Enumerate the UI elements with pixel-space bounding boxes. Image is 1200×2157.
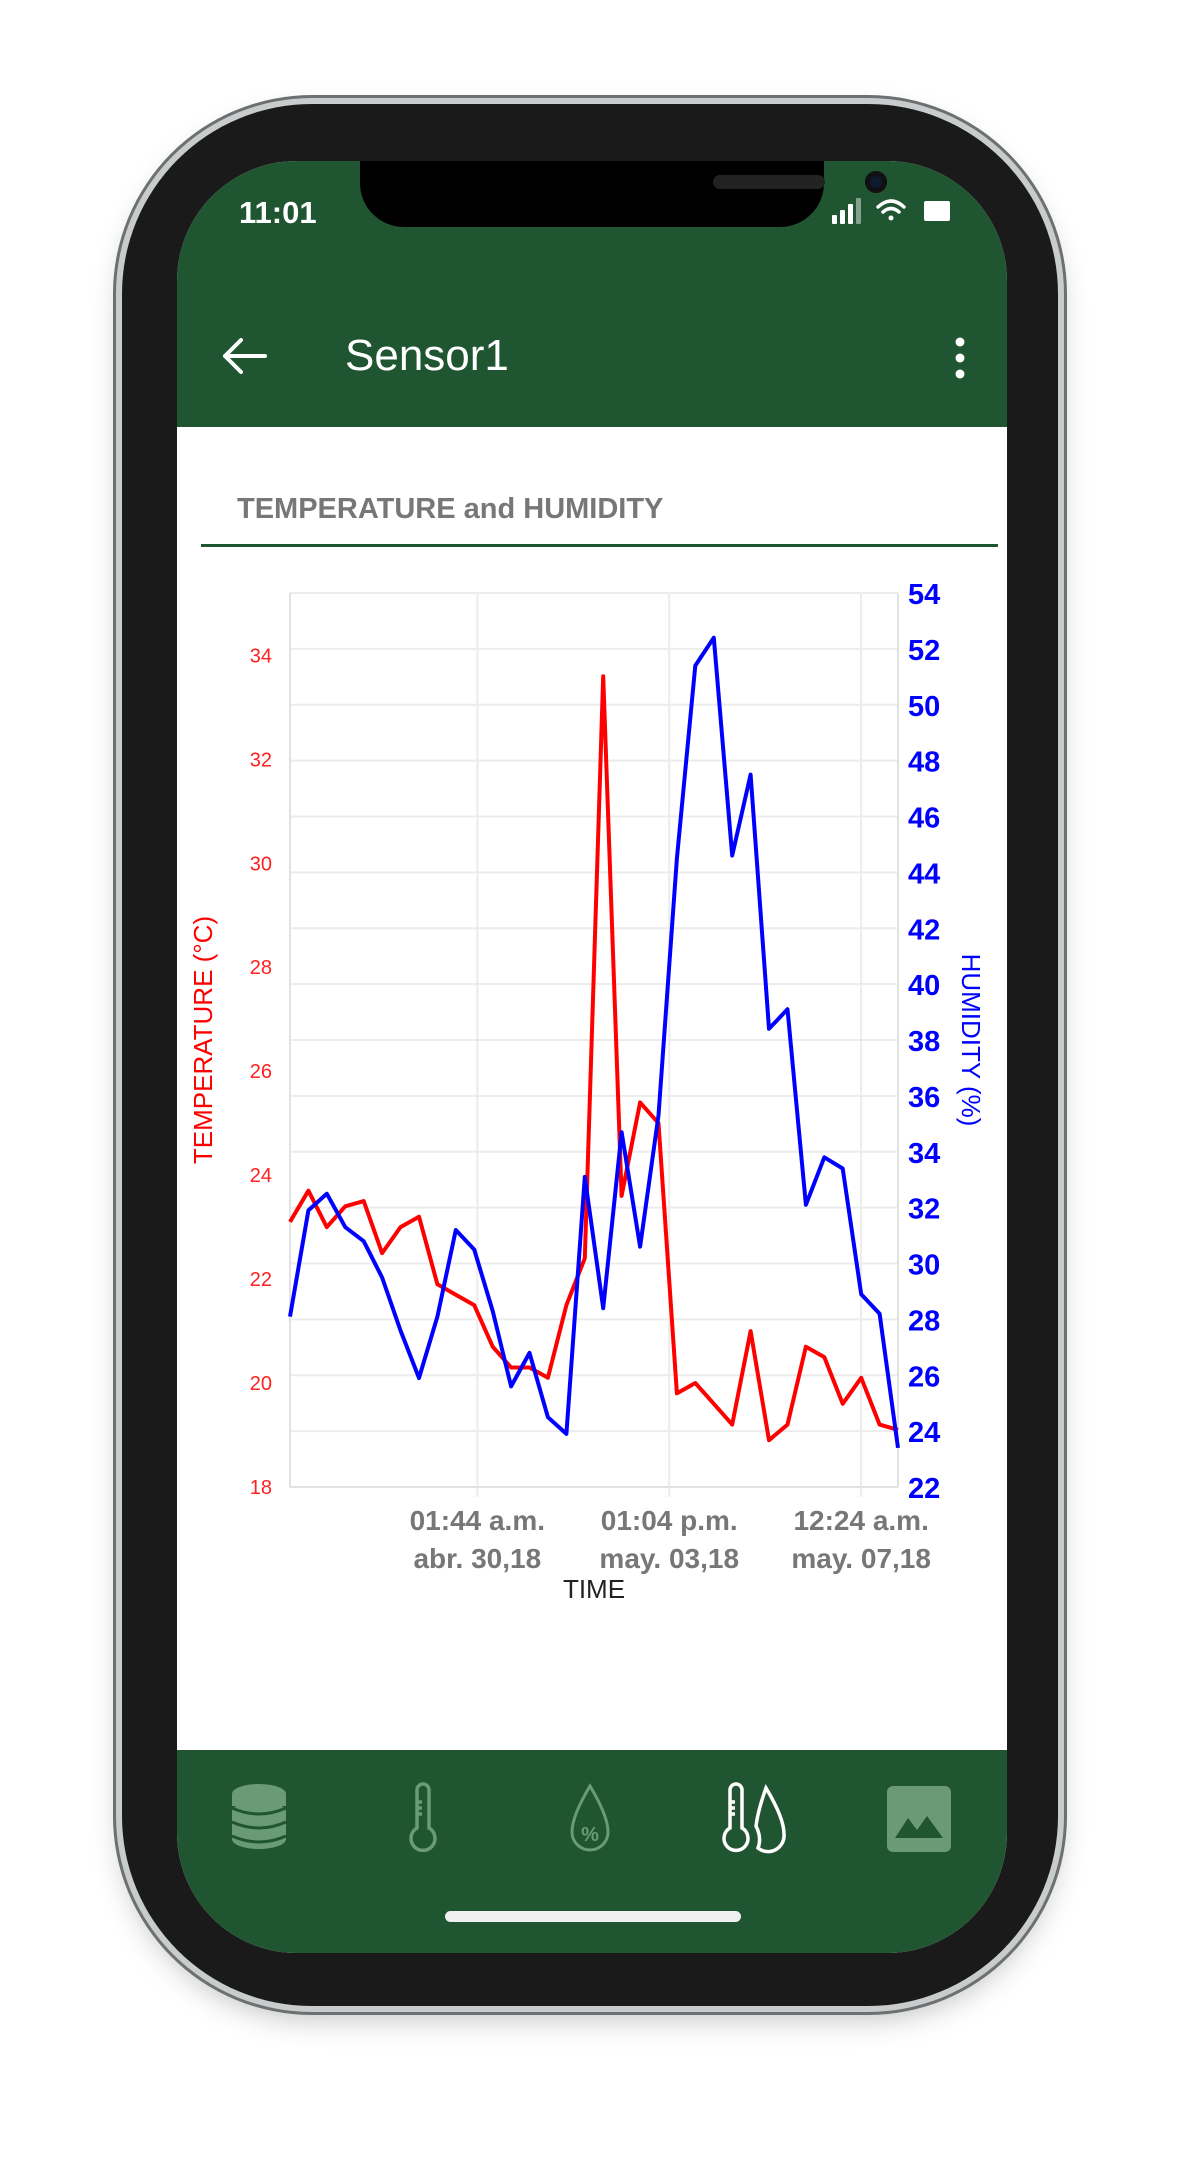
status-icons (832, 198, 950, 224)
series-lines (288, 635, 900, 1449)
humidity-line (288, 635, 900, 1449)
home-indicator[interactable] (445, 1911, 741, 1922)
x-tick-label: abr. 30,18 (413, 1543, 541, 1574)
y2-tick-label: 48 (908, 747, 940, 779)
camera (865, 171, 887, 193)
x-axis-title: TIME (563, 1574, 625, 1604)
page-title: Sensor1 (345, 331, 509, 380)
y2-tick-label: 38 (908, 1026, 940, 1058)
battery-icon (924, 201, 950, 221)
x-tick-label: may. 07,18 (791, 1543, 931, 1574)
back-button[interactable] (217, 326, 277, 386)
speaker (713, 175, 825, 189)
y-tick-label: 30 (250, 853, 272, 875)
y2-tick-label: 26 (908, 1361, 940, 1393)
y2-tick-label: 42 (908, 914, 940, 946)
notch (360, 161, 887, 227)
x-tick-label: 01:04 p.m. (601, 1505, 738, 1536)
y-tick-label: 22 (250, 1269, 272, 1291)
y-tick-label: 32 (250, 749, 272, 771)
section-title: TEMPERATURE and HUMIDITY (237, 493, 664, 525)
y2-tick-label: 24 (908, 1417, 940, 1449)
x-tick-label: 01:44 a.m. (410, 1505, 545, 1536)
y2-tick-label: 32 (908, 1194, 940, 1226)
y2-tick-label: 46 (908, 803, 940, 835)
thermometer-drop-icon (722, 1782, 786, 1854)
x-tick-label: 12:24 a.m. (793, 1505, 928, 1536)
app-header: 11:01 Sensor1 (177, 161, 1007, 427)
temperature-line (288, 674, 899, 1443)
grid (290, 592, 898, 1497)
nav-image[interactable] (879, 1780, 959, 1860)
y2-tick-label: 30 (908, 1250, 940, 1282)
arrow-left-icon (223, 338, 267, 374)
y2-tick-label: 54 (908, 579, 940, 611)
cellular-signal-icon (832, 198, 861, 224)
y2-axis-title: HUMIDITY (%) (956, 954, 986, 1127)
y2-tick-label: 52 (908, 635, 940, 667)
y-tick-label: 34 (250, 645, 272, 667)
nav-database[interactable] (219, 1780, 299, 1860)
more-vertical-icon (955, 337, 965, 379)
overflow-menu-button[interactable] (945, 333, 975, 383)
y-axis-title: TEMPERATURE (°C) (188, 916, 218, 1164)
y2-tick-label: 36 (908, 1082, 940, 1114)
svg-text:%: % (581, 1824, 599, 1846)
y2-tick-label: 34 (908, 1138, 940, 1170)
image-icon (887, 1786, 951, 1852)
y-tick-label: 24 (250, 1165, 272, 1187)
humidity-drop-icon: % (570, 1783, 610, 1852)
nav-temperature-humidity[interactable] (714, 1780, 794, 1860)
y-tick-label: 28 (250, 957, 272, 979)
y-tick-label: 18 (250, 1477, 272, 1499)
axes: 22 24 26 28 30 32 34 36 38 40 42 44 46 48 50 52 54 18 20 22… (250, 579, 941, 1574)
nav-humidity[interactable]: % (550, 1780, 630, 1860)
y2-tick-label: 44 (908, 858, 940, 890)
y2-tick-label: 28 (908, 1305, 940, 1337)
y2-tick-label: 40 (908, 970, 940, 1002)
bottom-nav: % (177, 1750, 1007, 1953)
y2-tick-label: 22 (908, 1473, 940, 1505)
status-time: 11:01 (239, 195, 317, 230)
nav-temperature[interactable] (383, 1780, 463, 1860)
thermometer-icon (409, 1782, 437, 1853)
wifi-icon (876, 199, 906, 221)
y-tick-label: 26 (250, 1061, 272, 1083)
section-divider (201, 544, 998, 547)
y-tick-label: 20 (250, 1373, 272, 1395)
database-icon (231, 1784, 287, 1849)
x-tick-label: may. 03,18 (599, 1543, 739, 1574)
y2-tick-label: 50 (908, 691, 940, 723)
